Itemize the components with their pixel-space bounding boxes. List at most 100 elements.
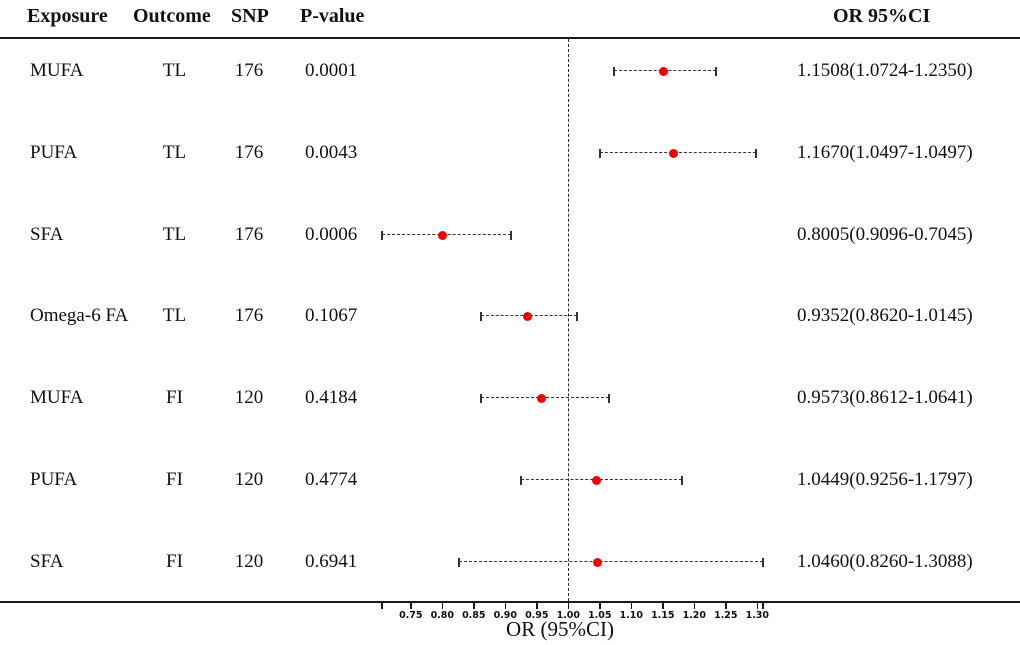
ci-upper-cap <box>510 230 513 240</box>
outcome-cell: TL <box>162 305 187 326</box>
or-point <box>658 66 668 76</box>
ci-whisker <box>458 561 763 562</box>
exposure-cell: PUFA <box>30 142 78 163</box>
x-axis-tick <box>725 603 727 609</box>
x-axis-tick-label: 1.15 <box>651 610 675 621</box>
x-axis-tick <box>662 603 664 609</box>
x-axis-end-tick <box>762 603 764 609</box>
ci-lower-cap <box>381 230 384 240</box>
x-axis-tick <box>756 603 759 609</box>
exposure-cell: MUFA <box>30 60 84 81</box>
x-axis-tick <box>441 603 444 609</box>
or-ci-cell: 1.1670(1.0497-1.0497) <box>797 142 973 163</box>
x-axis-tick-label: 1.00 <box>556 610 581 621</box>
pvalue-cell: 0.0043 <box>305 142 358 163</box>
or-point <box>438 230 448 240</box>
or-point <box>536 393 546 403</box>
ci-lower-cap <box>598 148 601 158</box>
column-header-pvalue: P-value <box>300 5 365 27</box>
snp-cell: 176 <box>234 60 264 81</box>
x-axis-tick-label: 0.90 <box>493 610 518 621</box>
x-axis-tick-label: 1.25 <box>714 610 738 621</box>
pvalue-cell: 0.0001 <box>305 60 358 81</box>
outcome-cell: TL <box>162 60 187 81</box>
pvalue-cell: 0.0006 <box>305 224 358 245</box>
exposure-cell: SFA <box>30 551 64 572</box>
ci-lower-cap <box>479 393 482 403</box>
x-axis-tick <box>536 603 538 609</box>
snp-cell: 176 <box>234 142 264 163</box>
ci-lower-cap <box>457 557 460 567</box>
column-header-snp: SNP <box>231 5 269 27</box>
column-header-exposure: Exposure <box>27 5 108 27</box>
ci-whisker <box>521 479 682 480</box>
bottom-border-line <box>0 601 1020 603</box>
x-axis-tick-label: 1.30 <box>745 610 770 621</box>
snp-cell: 176 <box>234 224 264 245</box>
or-point <box>592 475 602 485</box>
ci-upper-cap <box>576 311 579 321</box>
x-axis-tick-label: 1.20 <box>682 610 707 621</box>
exposure-cell: MUFA <box>30 387 84 408</box>
or-ci-cell: 1.0460(0.8260-1.3088) <box>797 551 973 572</box>
pvalue-cell: 0.4184 <box>305 387 358 408</box>
ci-upper-cap <box>761 557 764 567</box>
x-axis-tick-label: 1.10 <box>619 610 644 621</box>
outcome-cell: FI <box>166 551 183 572</box>
ci-upper-cap <box>680 475 683 485</box>
outcome-cell: FI <box>166 387 183 408</box>
ci-upper-cap <box>607 393 610 403</box>
snp-cell: 176 <box>234 305 264 326</box>
x-axis-tick-label: 0.85 <box>462 610 486 621</box>
x-axis-tick <box>567 603 570 609</box>
x-axis-tick-label: 0.75 <box>399 610 423 621</box>
x-axis-tick-label: 0.80 <box>430 610 455 621</box>
column-header-or-ci: OR 95%CI <box>833 5 931 27</box>
table-row: SFA FI 120 0.6941 1.0460(0.8260-1.3088) <box>0 549 1020 575</box>
or-ci-cell: 0.9352(0.8620-1.0145) <box>797 305 973 326</box>
x-axis-tick <box>630 603 633 609</box>
x-axis-tick-label: 0.95 <box>525 610 549 621</box>
exposure-cell: SFA <box>30 224 64 245</box>
x-axis-tick <box>504 603 507 609</box>
pvalue-cell: 0.6941 <box>305 551 358 572</box>
table-row: SFA TL 176 0.0006 0.8005(0.9096-0.7045) <box>0 222 1020 248</box>
reference-line <box>567 39 569 601</box>
x-axis-tick <box>410 603 412 609</box>
or-point <box>669 148 678 158</box>
or-point <box>592 557 602 567</box>
x-axis-end-tick <box>381 603 383 609</box>
ci-upper-cap <box>715 66 718 76</box>
exposure-cell: Omega-6 FA <box>30 305 129 326</box>
ci-lower-cap <box>520 475 523 485</box>
or-ci-cell: 1.0449(0.9256-1.1797) <box>797 469 973 490</box>
pvalue-cell: 0.1067 <box>305 305 358 326</box>
header-divider-line <box>0 37 1020 39</box>
or-ci-cell: 0.9573(0.8612-1.0641) <box>797 387 973 408</box>
or-ci-cell: 1.1508(1.0724-1.2350) <box>797 60 973 81</box>
or-point <box>522 311 532 321</box>
ci-upper-cap <box>754 148 757 158</box>
table-row: Omega-6 FA TL 176 0.1067 0.9352(0.8620-1… <box>0 303 1020 329</box>
or-ci-cell: 0.8005(0.9096-0.7045) <box>797 224 973 245</box>
snp-cell: 120 <box>234 469 264 490</box>
x-axis-title: OR (95%CI) <box>506 617 614 641</box>
snp-cell: 120 <box>234 551 264 572</box>
x-axis-tick <box>599 603 601 609</box>
outcome-cell: TL <box>162 224 187 245</box>
exposure-cell: PUFA <box>30 469 78 490</box>
table-row: PUFA TL 176 0.0043 1.1670(1.0497-1.0497) <box>0 140 1020 166</box>
table-row: PUFA FI 120 0.4774 1.0449(0.9256-1.1797) <box>0 467 1020 493</box>
ci-lower-cap <box>612 66 615 76</box>
outcome-cell: TL <box>162 142 187 163</box>
x-axis-tick <box>693 603 696 609</box>
ci-lower-cap <box>480 311 483 321</box>
pvalue-cell: 0.4774 <box>305 469 358 490</box>
x-axis-tick-label: 1.05 <box>588 610 612 621</box>
snp-cell: 120 <box>234 387 264 408</box>
table-row: MUFA FI 120 0.4184 0.9573(0.8612-1.0641) <box>0 385 1020 411</box>
table-row: MUFA TL 176 0.0001 1.1508(1.0724-1.2350) <box>0 58 1020 84</box>
outcome-cell: FI <box>166 469 183 490</box>
